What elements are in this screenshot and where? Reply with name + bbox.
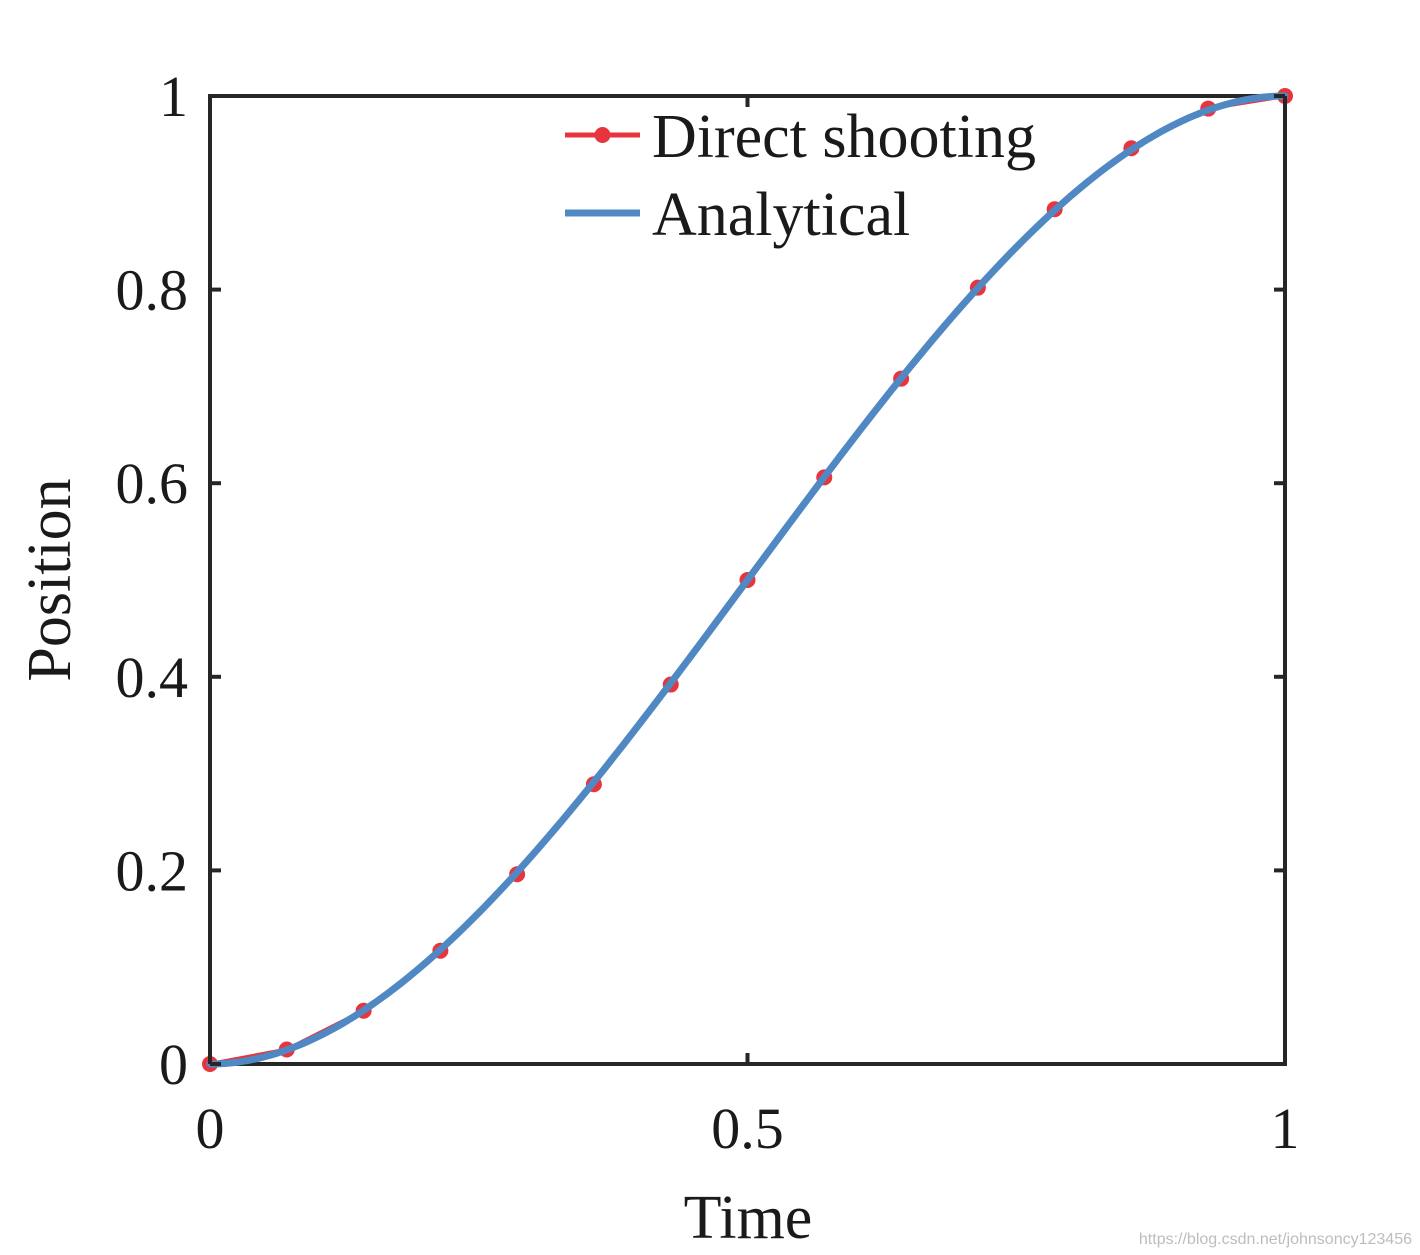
y-tick-label: 0.8 <box>116 258 189 323</box>
series-line-analytical <box>206 92 1289 1068</box>
y-tick-label: 0.6 <box>116 451 189 516</box>
x-tick-label: 0.5 <box>711 1096 784 1161</box>
series-layer <box>202 88 1293 1072</box>
legend: Direct shooting Analytical <box>565 103 1036 249</box>
legend-label-direct-shooting: Direct shooting <box>652 103 1036 171</box>
labels-layer: 0 0.5 1 0 0.2 0.4 0.6 0.8 1 <box>116 64 1300 1161</box>
watermark-text: https://blog.csdn.net/johnsoncy123456 <box>1139 1231 1412 1248</box>
x-axis-title: Time <box>684 1184 813 1252</box>
y-tick-label: 0.2 <box>116 838 189 903</box>
x-tick-label: 1 <box>1271 1096 1300 1161</box>
legend-label-analytical: Analytical <box>652 181 910 249</box>
y-tick-label: 0 <box>159 1032 188 1097</box>
y-tick-label: 1 <box>159 64 188 129</box>
y-tick-label: 0.4 <box>116 645 189 710</box>
y-axis-title: Position <box>16 478 84 681</box>
x-tick-label: 0 <box>196 1096 225 1161</box>
legend-marker-direct-shooting <box>594 127 611 143</box>
ticks-layer <box>208 94 1287 1066</box>
